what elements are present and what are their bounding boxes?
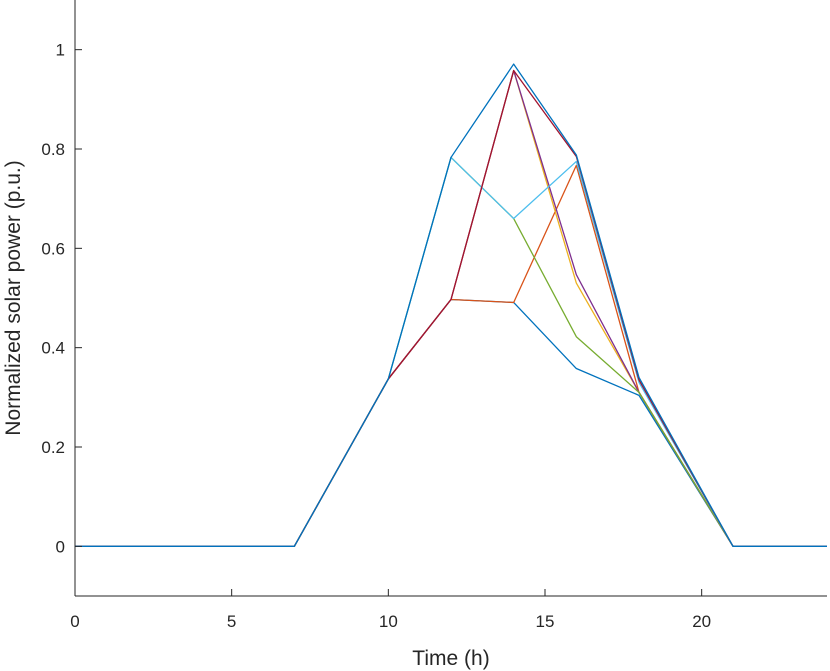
x-tick-label: 5 [227, 612, 236, 631]
x-tick-label: 20 [692, 612, 711, 631]
y-axis-label: Normalized solar power (p.u.) [2, 160, 25, 435]
x-ticks: 0 5 10 15 20 [70, 589, 711, 631]
x-tick-label: 0 [70, 612, 79, 631]
y-tick-label: 0 [56, 537, 65, 556]
y-tick-label: 0.4 [41, 339, 65, 358]
x-tick-label: 15 [536, 612, 555, 631]
x-tick-label: 10 [379, 612, 398, 631]
x-axis-label: Time (h) [412, 647, 489, 670]
series-line-8 [75, 63, 827, 547]
series-layer [75, 63, 827, 547]
y-ticks: 0 0.2 0.4 0.6 0.8 1 [41, 41, 82, 556]
y-tick-label: 0.6 [41, 239, 65, 258]
y-tick-label: 0.2 [41, 438, 65, 457]
y-tick-label: 0.8 [41, 140, 65, 159]
y-tick-label: 1 [56, 41, 65, 60]
